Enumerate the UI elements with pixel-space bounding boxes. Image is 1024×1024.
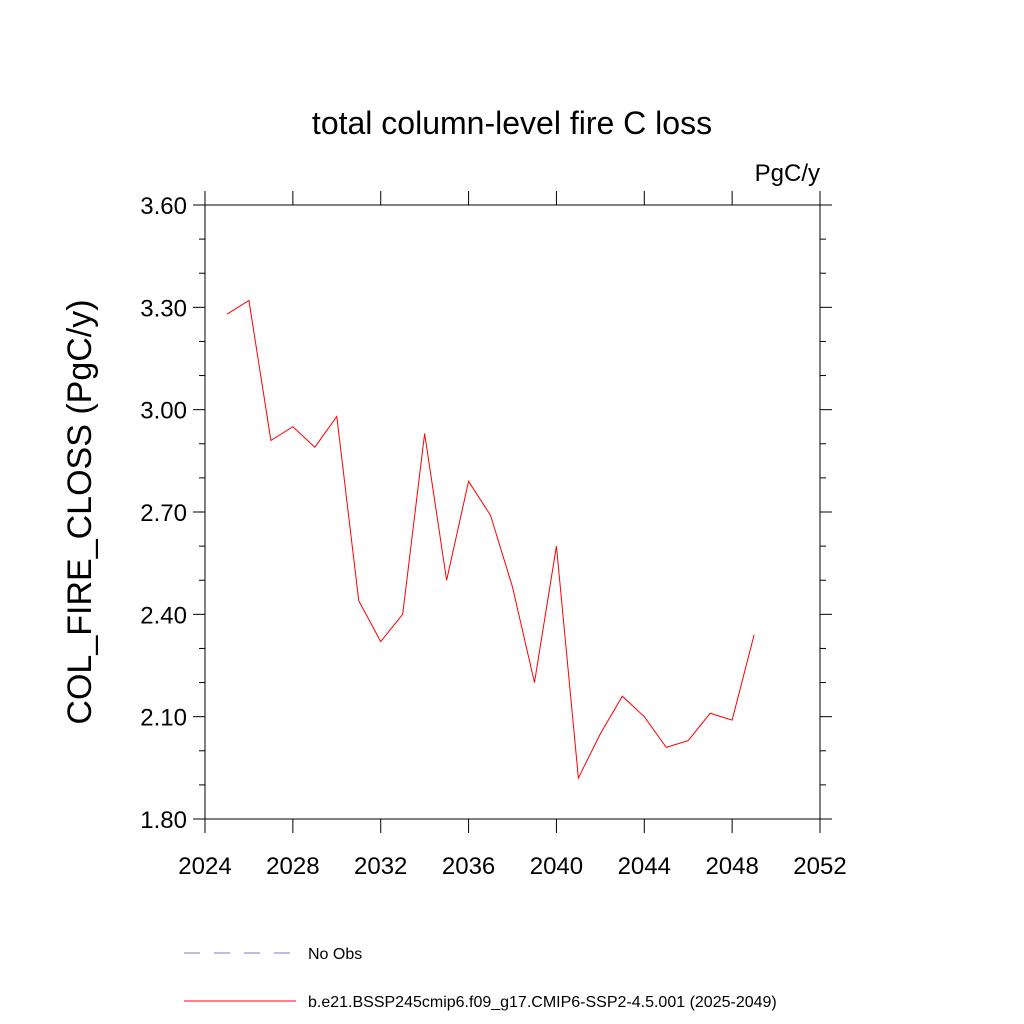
x-tick-label: 2048 bbox=[705, 853, 758, 880]
y-tick-label: 2.40 bbox=[140, 602, 187, 629]
y-tick-label: 3.60 bbox=[140, 193, 187, 220]
x-tick-label: 2036 bbox=[442, 853, 495, 880]
y-tick-label: 1.80 bbox=[140, 807, 187, 834]
units-label: PgC/y bbox=[755, 160, 820, 187]
plot-frame bbox=[204, 204, 821, 820]
series-line-0 bbox=[226, 299, 755, 780]
x-tick-label: 2032 bbox=[354, 853, 407, 880]
y-tick-label: 2.70 bbox=[140, 500, 187, 527]
legend: No Obs b.e21.BSSP245cmip6.f09_g17.CMIP6-… bbox=[184, 946, 777, 1011]
chart-title: total column-level fire C loss bbox=[312, 105, 712, 141]
x-tick-label: 2040 bbox=[530, 853, 583, 880]
y-axis-label: COL_FIRE_CLOSS (PgC/y) bbox=[61, 299, 99, 724]
x-tick-label: 2024 bbox=[178, 853, 231, 880]
y-tick-label: 2.10 bbox=[140, 705, 187, 732]
legend-label-model: b.e21.BSSP245cmip6.f09_g17.CMIP6-SSP2-4.… bbox=[308, 994, 777, 1011]
legend-label-no-obs: No Obs bbox=[308, 946, 362, 963]
y-tick-label: 3.00 bbox=[140, 398, 187, 425]
y-tick-label: 3.30 bbox=[140, 295, 187, 322]
x-tick-label: 2052 bbox=[793, 853, 846, 880]
x-tick-label: 2044 bbox=[618, 853, 671, 880]
x-tick-label: 2028 bbox=[266, 853, 319, 880]
